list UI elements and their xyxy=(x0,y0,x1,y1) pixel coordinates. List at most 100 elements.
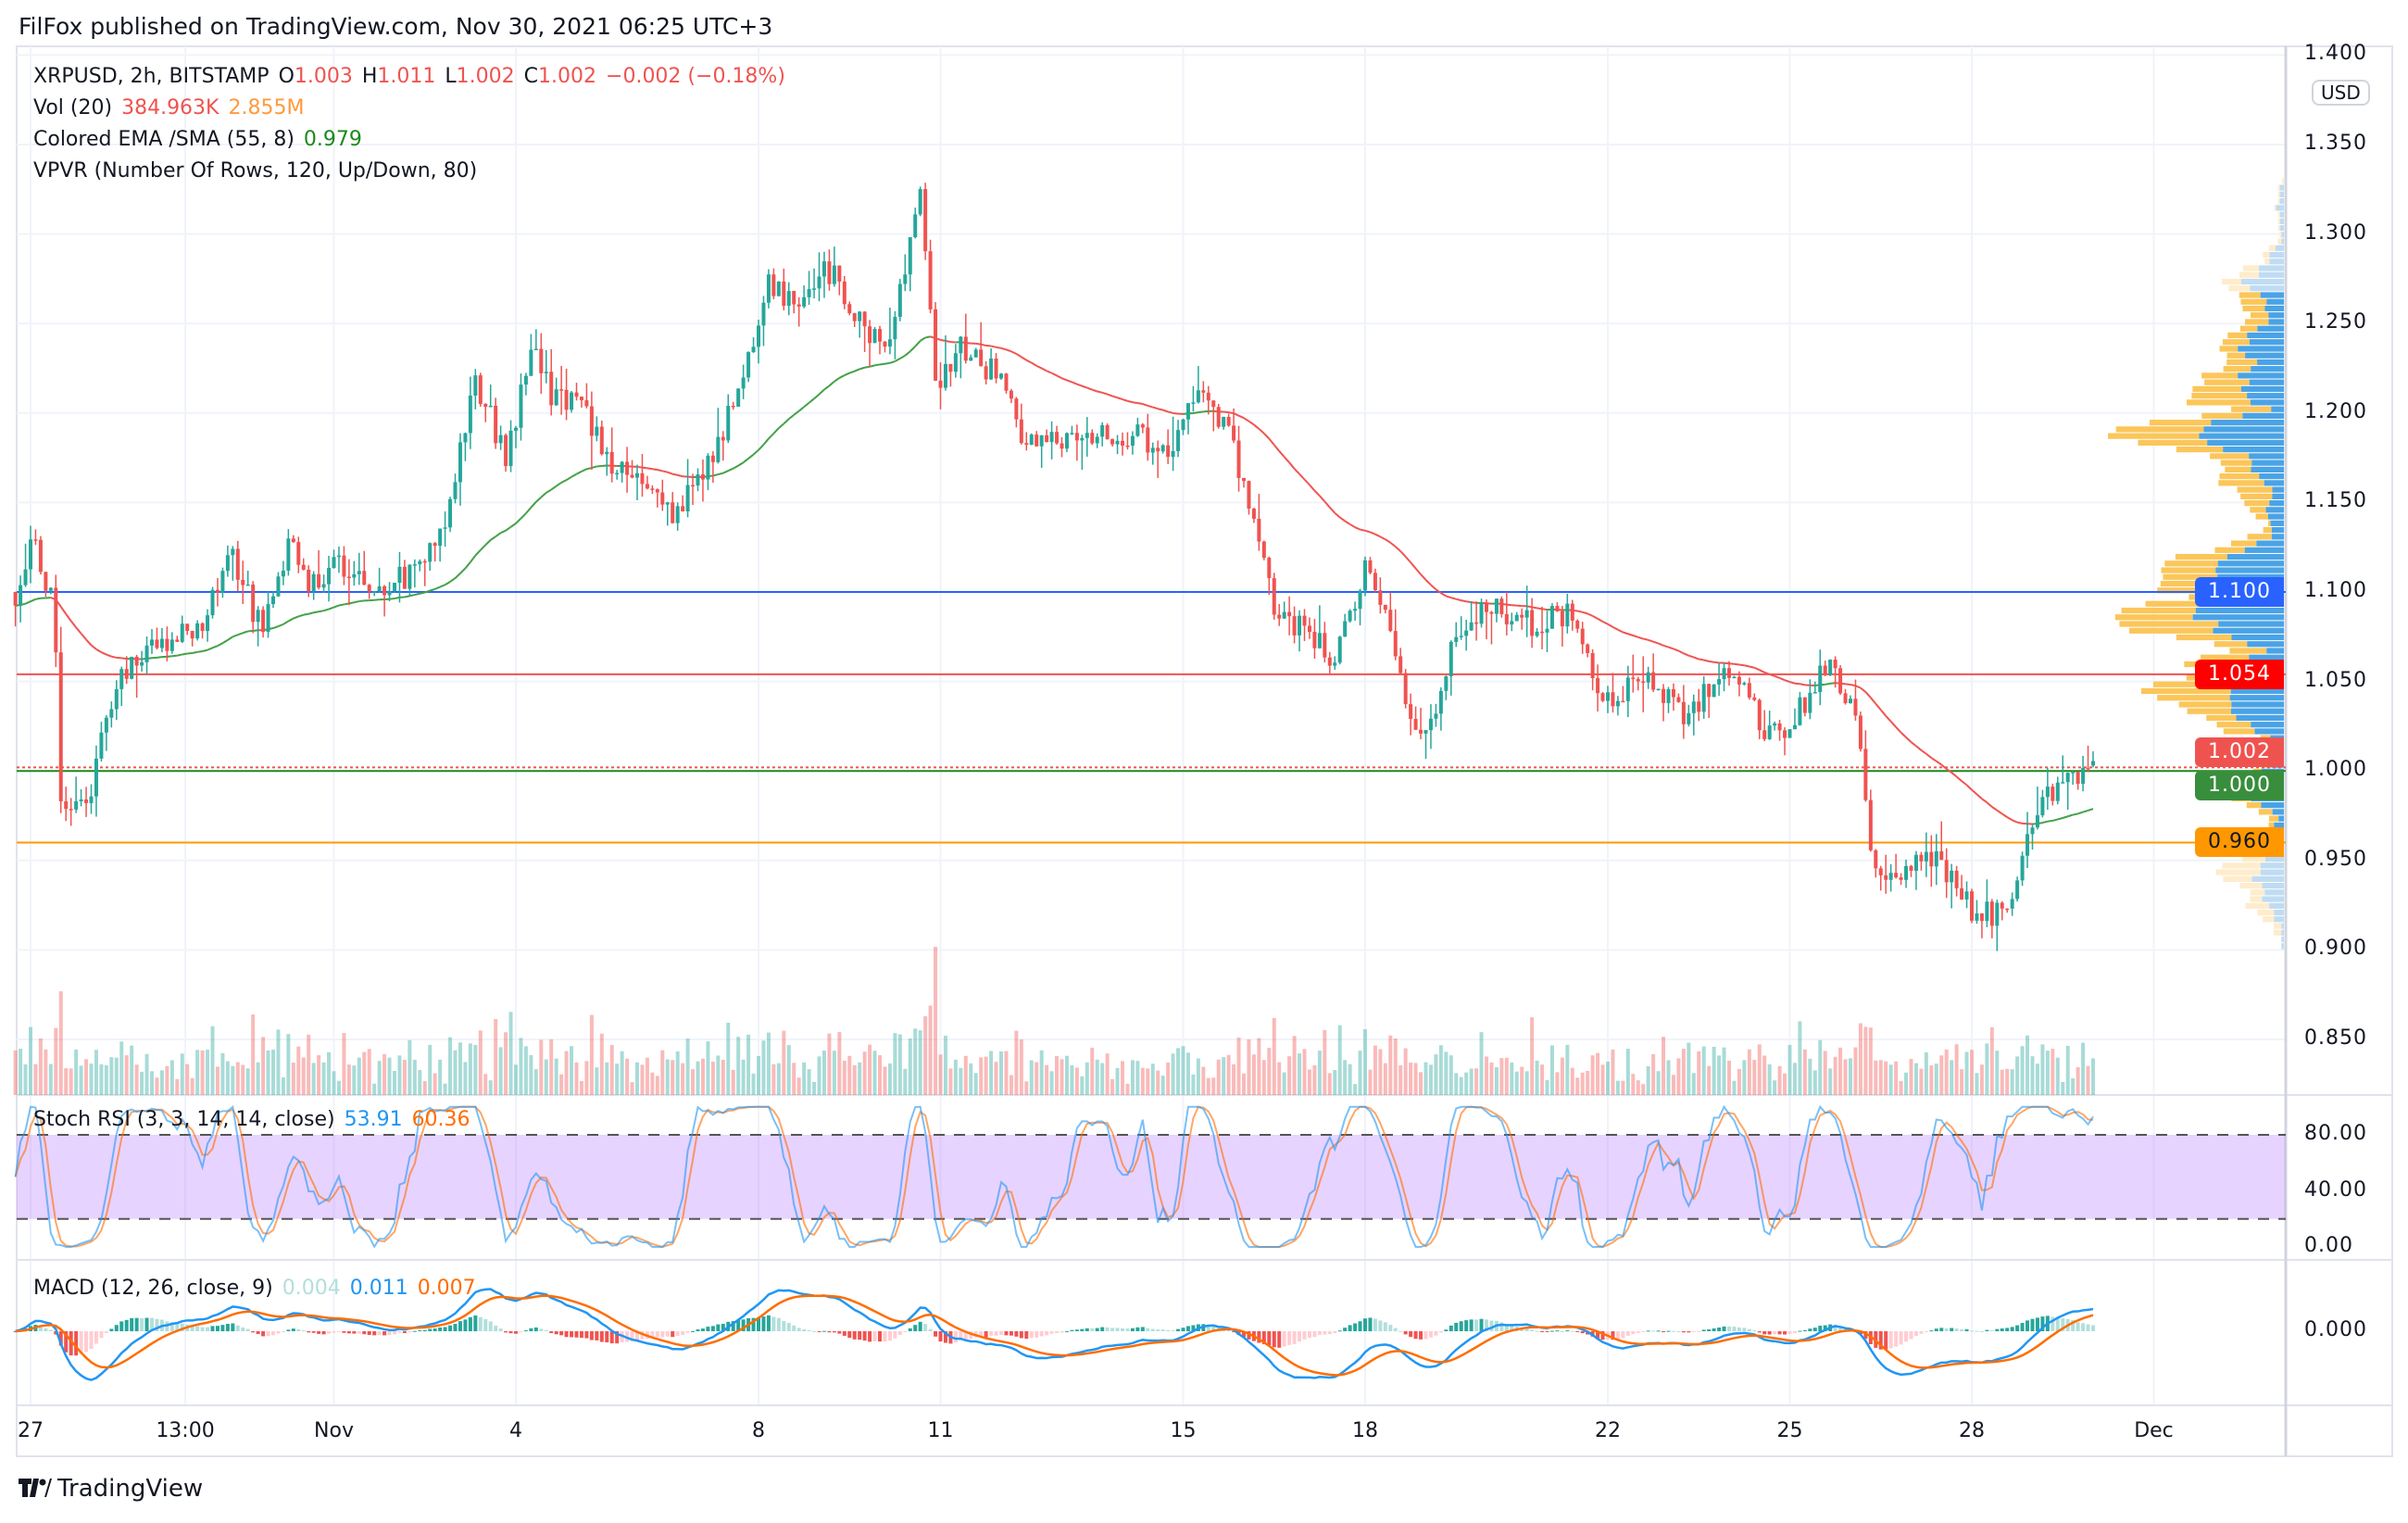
candle-body xyxy=(872,329,877,344)
tradingview-logo-icon xyxy=(19,1479,52,1497)
candle-body xyxy=(584,400,589,407)
macd-histogram-bar xyxy=(225,1324,230,1331)
candle-body xyxy=(1545,628,1549,633)
ema-segment xyxy=(864,365,871,369)
ema-segment xyxy=(171,654,178,658)
volume-bar xyxy=(1737,1068,1741,1095)
volume-bar xyxy=(1070,1064,1074,1095)
ema-segment xyxy=(414,592,420,597)
volume-bar xyxy=(1185,1052,1190,1095)
ema-segment xyxy=(1668,646,1674,650)
volume-bar xyxy=(821,1051,826,1095)
vpvr-down-row xyxy=(2273,923,2282,929)
vpvr-up-row xyxy=(2261,802,2284,809)
volume-bar xyxy=(1989,1026,1994,1095)
candle-body xyxy=(175,639,180,642)
ema-segment xyxy=(1789,681,1796,685)
candle-body xyxy=(89,796,94,803)
candle-body xyxy=(529,349,533,376)
ema-segment xyxy=(1399,550,1407,558)
macd-histogram-bar xyxy=(858,1331,862,1340)
vpvr-up-row xyxy=(2281,929,2284,936)
volume-bar xyxy=(1808,1058,1812,1095)
vpvr-down-row xyxy=(2210,453,2250,459)
candle-body xyxy=(1257,518,1261,542)
ema-segment xyxy=(818,388,825,396)
candle-body xyxy=(2081,768,2086,785)
volume-bar xyxy=(1403,1048,1408,1095)
volume-bar xyxy=(868,1044,872,1095)
volume-bar xyxy=(645,1057,649,1095)
macd-histogram-bar xyxy=(1833,1324,1837,1331)
volume-bar xyxy=(1671,1075,1675,1095)
ema-segment xyxy=(1127,399,1134,404)
macd-histogram-bar xyxy=(44,1328,48,1331)
ema-segment xyxy=(1955,775,1963,782)
macd-histogram-bar xyxy=(1272,1331,1276,1348)
volume-bar xyxy=(529,1055,533,1095)
volume-bar xyxy=(69,1068,73,1095)
ema-segment xyxy=(1461,599,1467,603)
macd-histogram-bar xyxy=(1409,1331,1413,1338)
candle-body xyxy=(1135,424,1140,436)
macd-histogram-bar xyxy=(134,1317,139,1331)
volume-bar xyxy=(64,1068,69,1095)
ema-label[interactable]: Colored EMA /SMA (55, 8) xyxy=(33,128,295,151)
vpvr-up-row xyxy=(2279,224,2284,232)
macd-histogram-bar xyxy=(736,1319,741,1331)
macd-histogram-bar xyxy=(2051,1316,2055,1331)
volume-bar xyxy=(307,1034,311,1095)
ema-segment xyxy=(1879,709,1887,717)
vpvr-label[interactable]: VPVR (Number Of Rows, 120, Up/Down, 80) xyxy=(33,159,478,183)
volume-bar xyxy=(261,1037,266,1095)
candle-body xyxy=(1222,417,1226,427)
candle-body xyxy=(1924,851,1928,862)
candle-body xyxy=(48,587,53,591)
candle-body xyxy=(387,590,392,596)
vpvr-up-row xyxy=(2238,346,2284,352)
vpvr-up-row xyxy=(2217,560,2284,567)
ema-segment xyxy=(996,346,1002,349)
candle-body xyxy=(852,313,857,321)
macd-histogram-bar xyxy=(1064,1330,1069,1332)
vpvr-up-row xyxy=(2260,869,2284,875)
macd-histogram-bar xyxy=(721,1323,725,1331)
candle-body xyxy=(1150,447,1155,453)
volume-bar xyxy=(1115,1067,1120,1095)
macd-histogram-bar xyxy=(286,1329,291,1331)
volume-bar xyxy=(33,1064,38,1095)
candle-body xyxy=(1074,433,1079,441)
macd-histogram-bar xyxy=(605,1331,609,1342)
vpvr-down-row xyxy=(2214,641,2248,648)
macd-histogram-bar xyxy=(1261,1331,1266,1344)
macd-histogram-bar xyxy=(1540,1331,1545,1332)
ema-segment xyxy=(2072,812,2078,816)
tradingview-logo[interactable]: TradingView xyxy=(19,1475,203,1503)
ema-segment xyxy=(1870,697,1877,705)
currency-button[interactable]: USD xyxy=(2312,80,2370,106)
volume-bar xyxy=(1039,1050,1044,1095)
candle-body xyxy=(1485,602,1488,612)
macd-label[interactable]: MACD (12, 26, close, 9) xyxy=(33,1277,273,1300)
candle-body xyxy=(79,799,83,801)
candle-body xyxy=(2000,902,2004,909)
candle-body xyxy=(494,405,498,444)
volume-label[interactable]: Vol (20) xyxy=(33,96,113,120)
ema-segment xyxy=(1298,472,1306,481)
candle-body xyxy=(1964,891,1969,900)
ema-segment xyxy=(772,427,780,434)
volume-bar xyxy=(969,1063,973,1095)
stoch-legend: Stoch RSI (3, 3, 14, 14, close) 53.91 60.3… xyxy=(33,1108,480,1131)
ema-segment xyxy=(1688,654,1695,659)
volume-bar xyxy=(2061,1081,2065,1095)
candle-body xyxy=(317,573,321,588)
stoch-label[interactable]: Stoch RSI (3, 3, 14, 14, close) xyxy=(33,1108,335,1131)
volume-bar xyxy=(281,1077,285,1095)
macd-histogram-bar xyxy=(1393,1328,1398,1331)
macd-histogram-bar xyxy=(1045,1331,1049,1336)
symbol-name[interactable]: XRPUSD, 2h, BITSTAMP xyxy=(33,65,270,88)
volume-bar xyxy=(959,1067,963,1095)
ema-segment xyxy=(747,453,755,459)
volume-bar xyxy=(383,1053,387,1095)
